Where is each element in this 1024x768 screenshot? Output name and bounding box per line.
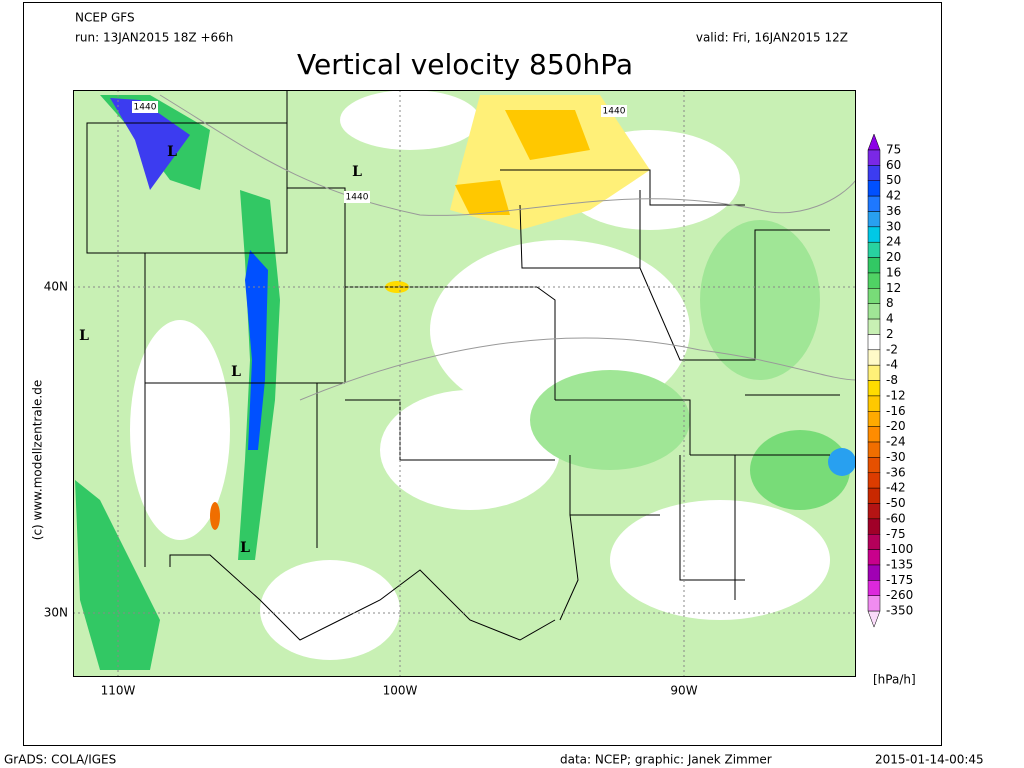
colorbar-label: 42 bbox=[886, 189, 901, 203]
colorbar-segment bbox=[867, 165, 881, 181]
footer-software: GrADS: COLA/IGES bbox=[4, 753, 116, 767]
run-label: run: 13JAN2015 18Z +66h bbox=[75, 31, 233, 45]
low-marker: L bbox=[231, 364, 241, 380]
footer-credit: data: NCEP; graphic: Janek Zimmer bbox=[560, 753, 772, 767]
colorbar-label: -12 bbox=[886, 388, 906, 402]
colorbar-label: 16 bbox=[886, 265, 901, 279]
colorbar-label: -175 bbox=[886, 573, 913, 587]
colorbar-label: -36 bbox=[886, 465, 906, 479]
colorbar-label: -75 bbox=[886, 527, 906, 541]
colorbar-segment bbox=[867, 303, 881, 320]
low-marker: L bbox=[240, 540, 250, 556]
colorbar-label: -2 bbox=[886, 342, 898, 356]
footer-timestamp: 2015-01-14-00:45 bbox=[875, 753, 984, 767]
lat-label: 30N bbox=[44, 606, 68, 620]
colorbar-segment bbox=[867, 211, 881, 228]
colorbar-segment bbox=[867, 334, 881, 351]
colorbar-label: 20 bbox=[886, 250, 901, 264]
colorbar-segment bbox=[867, 318, 881, 335]
lat-label: 40N bbox=[44, 280, 68, 294]
colorbar-label: 2 bbox=[886, 327, 894, 341]
colorbar-label: -8 bbox=[886, 373, 898, 387]
lon-label: 100W bbox=[383, 684, 418, 698]
colorbar-label: -60 bbox=[886, 511, 906, 525]
colorbar-segment bbox=[867, 580, 881, 596]
colorbar-label: -24 bbox=[886, 435, 906, 449]
model-label: NCEP GFS bbox=[75, 11, 135, 25]
colorbar-label: 36 bbox=[886, 204, 901, 218]
colorbar-label: 24 bbox=[886, 235, 901, 249]
colorbar-segment bbox=[867, 180, 881, 197]
colorbar-unit: [hPa/h] bbox=[873, 673, 916, 687]
colorbar-bottom bbox=[867, 610, 881, 628]
colorbar-label: -100 bbox=[886, 542, 913, 556]
colorbar-segment bbox=[867, 595, 881, 612]
colorbar-label: -350 bbox=[886, 604, 913, 618]
colorbar-label: -20 bbox=[886, 419, 906, 433]
colorbar-segment bbox=[867, 195, 881, 212]
colorbar-segment bbox=[867, 380, 881, 397]
colorbar-segment bbox=[867, 349, 881, 366]
colorbar-label: 12 bbox=[886, 281, 901, 295]
colorbar-label: 4 bbox=[886, 312, 894, 326]
colorbar-label: -4 bbox=[886, 358, 898, 372]
map-title: Vertical velocity 850hPa bbox=[297, 48, 633, 81]
colorbar-segment bbox=[867, 226, 881, 243]
colorbar-label: 8 bbox=[886, 296, 894, 310]
colorbar-label: -30 bbox=[886, 450, 906, 464]
low-marker: L bbox=[352, 164, 362, 180]
contour-label-bg bbox=[601, 105, 627, 117]
colorbar-label: 75 bbox=[886, 143, 901, 157]
colorbar-segment bbox=[867, 472, 881, 489]
colorbar-label: 50 bbox=[886, 173, 901, 187]
colorbar-segment bbox=[867, 564, 881, 581]
colorbar-segment bbox=[867, 457, 881, 474]
colorbar-label: -135 bbox=[886, 557, 913, 571]
colorbar-segment bbox=[867, 257, 881, 274]
valid-label: valid: Fri, 16JAN2015 12Z bbox=[696, 31, 848, 45]
low-marker: L bbox=[167, 144, 177, 160]
colorbar-segment bbox=[867, 518, 881, 535]
contour-label: 1440 bbox=[346, 193, 369, 203]
colorbar-label: -42 bbox=[886, 481, 906, 495]
colorbar-segment bbox=[867, 426, 881, 443]
contour-label-bg bbox=[344, 191, 370, 203]
colorbar-segment bbox=[867, 395, 881, 412]
lon-label: 90W bbox=[670, 684, 697, 698]
colorbar-segment bbox=[867, 241, 881, 258]
colorbar-segment bbox=[867, 503, 881, 520]
colorbar-segment bbox=[867, 441, 881, 458]
contour-label: 1440 bbox=[134, 103, 157, 113]
colorbar-segment bbox=[867, 288, 881, 304]
colorbar-label: -260 bbox=[886, 588, 913, 602]
colorbar-label: -16 bbox=[886, 404, 906, 418]
contour-label: 1440 bbox=[603, 107, 626, 117]
colorbar-segment bbox=[867, 149, 881, 166]
low-marker: L bbox=[79, 328, 89, 344]
credit-vertical: (c) www.modellzentrale.de bbox=[31, 380, 45, 540]
colorbar-label: 60 bbox=[886, 158, 901, 172]
colorbar-label: 30 bbox=[886, 219, 901, 233]
map-field bbox=[73, 90, 856, 677]
colorbar-segment bbox=[867, 411, 881, 427]
lon-label: 110W bbox=[101, 684, 136, 698]
colorbar-segment bbox=[867, 272, 881, 289]
colorbar-label: -50 bbox=[886, 496, 906, 510]
contour-label-bg bbox=[132, 101, 158, 113]
colorbar-segment bbox=[867, 534, 881, 550]
colorbar-segment bbox=[867, 364, 881, 381]
colorbar-segment bbox=[867, 549, 881, 566]
colorbar-segment bbox=[867, 487, 881, 504]
